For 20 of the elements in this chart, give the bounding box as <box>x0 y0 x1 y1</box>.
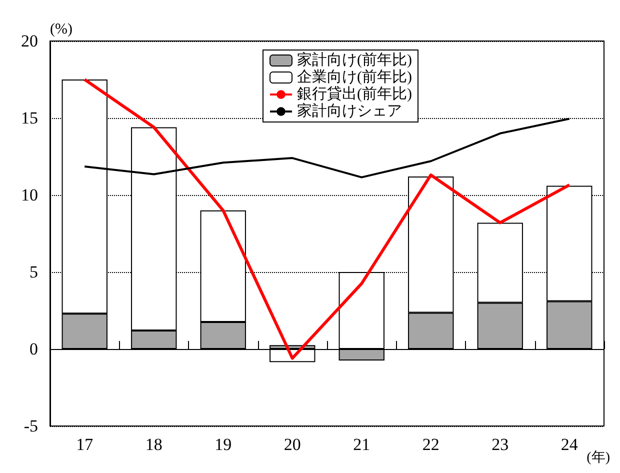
x-axis-title: (年) <box>586 450 610 466</box>
y-tick-label: 5 <box>30 262 38 282</box>
legend-label: 家計向けシェア <box>297 102 402 120</box>
y-axis-title: (%) <box>50 22 72 38</box>
x-tick-label: 24 <box>560 435 578 454</box>
y-tick-label: 0 <box>30 340 38 358</box>
y-tick-label: 15 <box>21 108 38 128</box>
y-tick-label: -5 <box>24 416 38 436</box>
x-tick-label: 18 <box>145 435 162 454</box>
legend-label: 企業向け(前年比) <box>297 68 412 86</box>
y-tick-label: 20 <box>21 32 38 50</box>
x-tick-label: 20 <box>284 435 301 454</box>
legend-label: 家計向け(前年比) <box>297 52 412 68</box>
x-tick-label: 23 <box>492 435 509 454</box>
x-tick-label: 19 <box>214 435 232 454</box>
x-tick-label: 17 <box>76 435 94 454</box>
legend-label: 銀行貸出(前年比) <box>297 86 412 102</box>
y-tick-label: 10 <box>21 186 38 204</box>
x-tick-label: 22 <box>422 435 440 454</box>
x-tick-label: 21 <box>353 435 370 454</box>
